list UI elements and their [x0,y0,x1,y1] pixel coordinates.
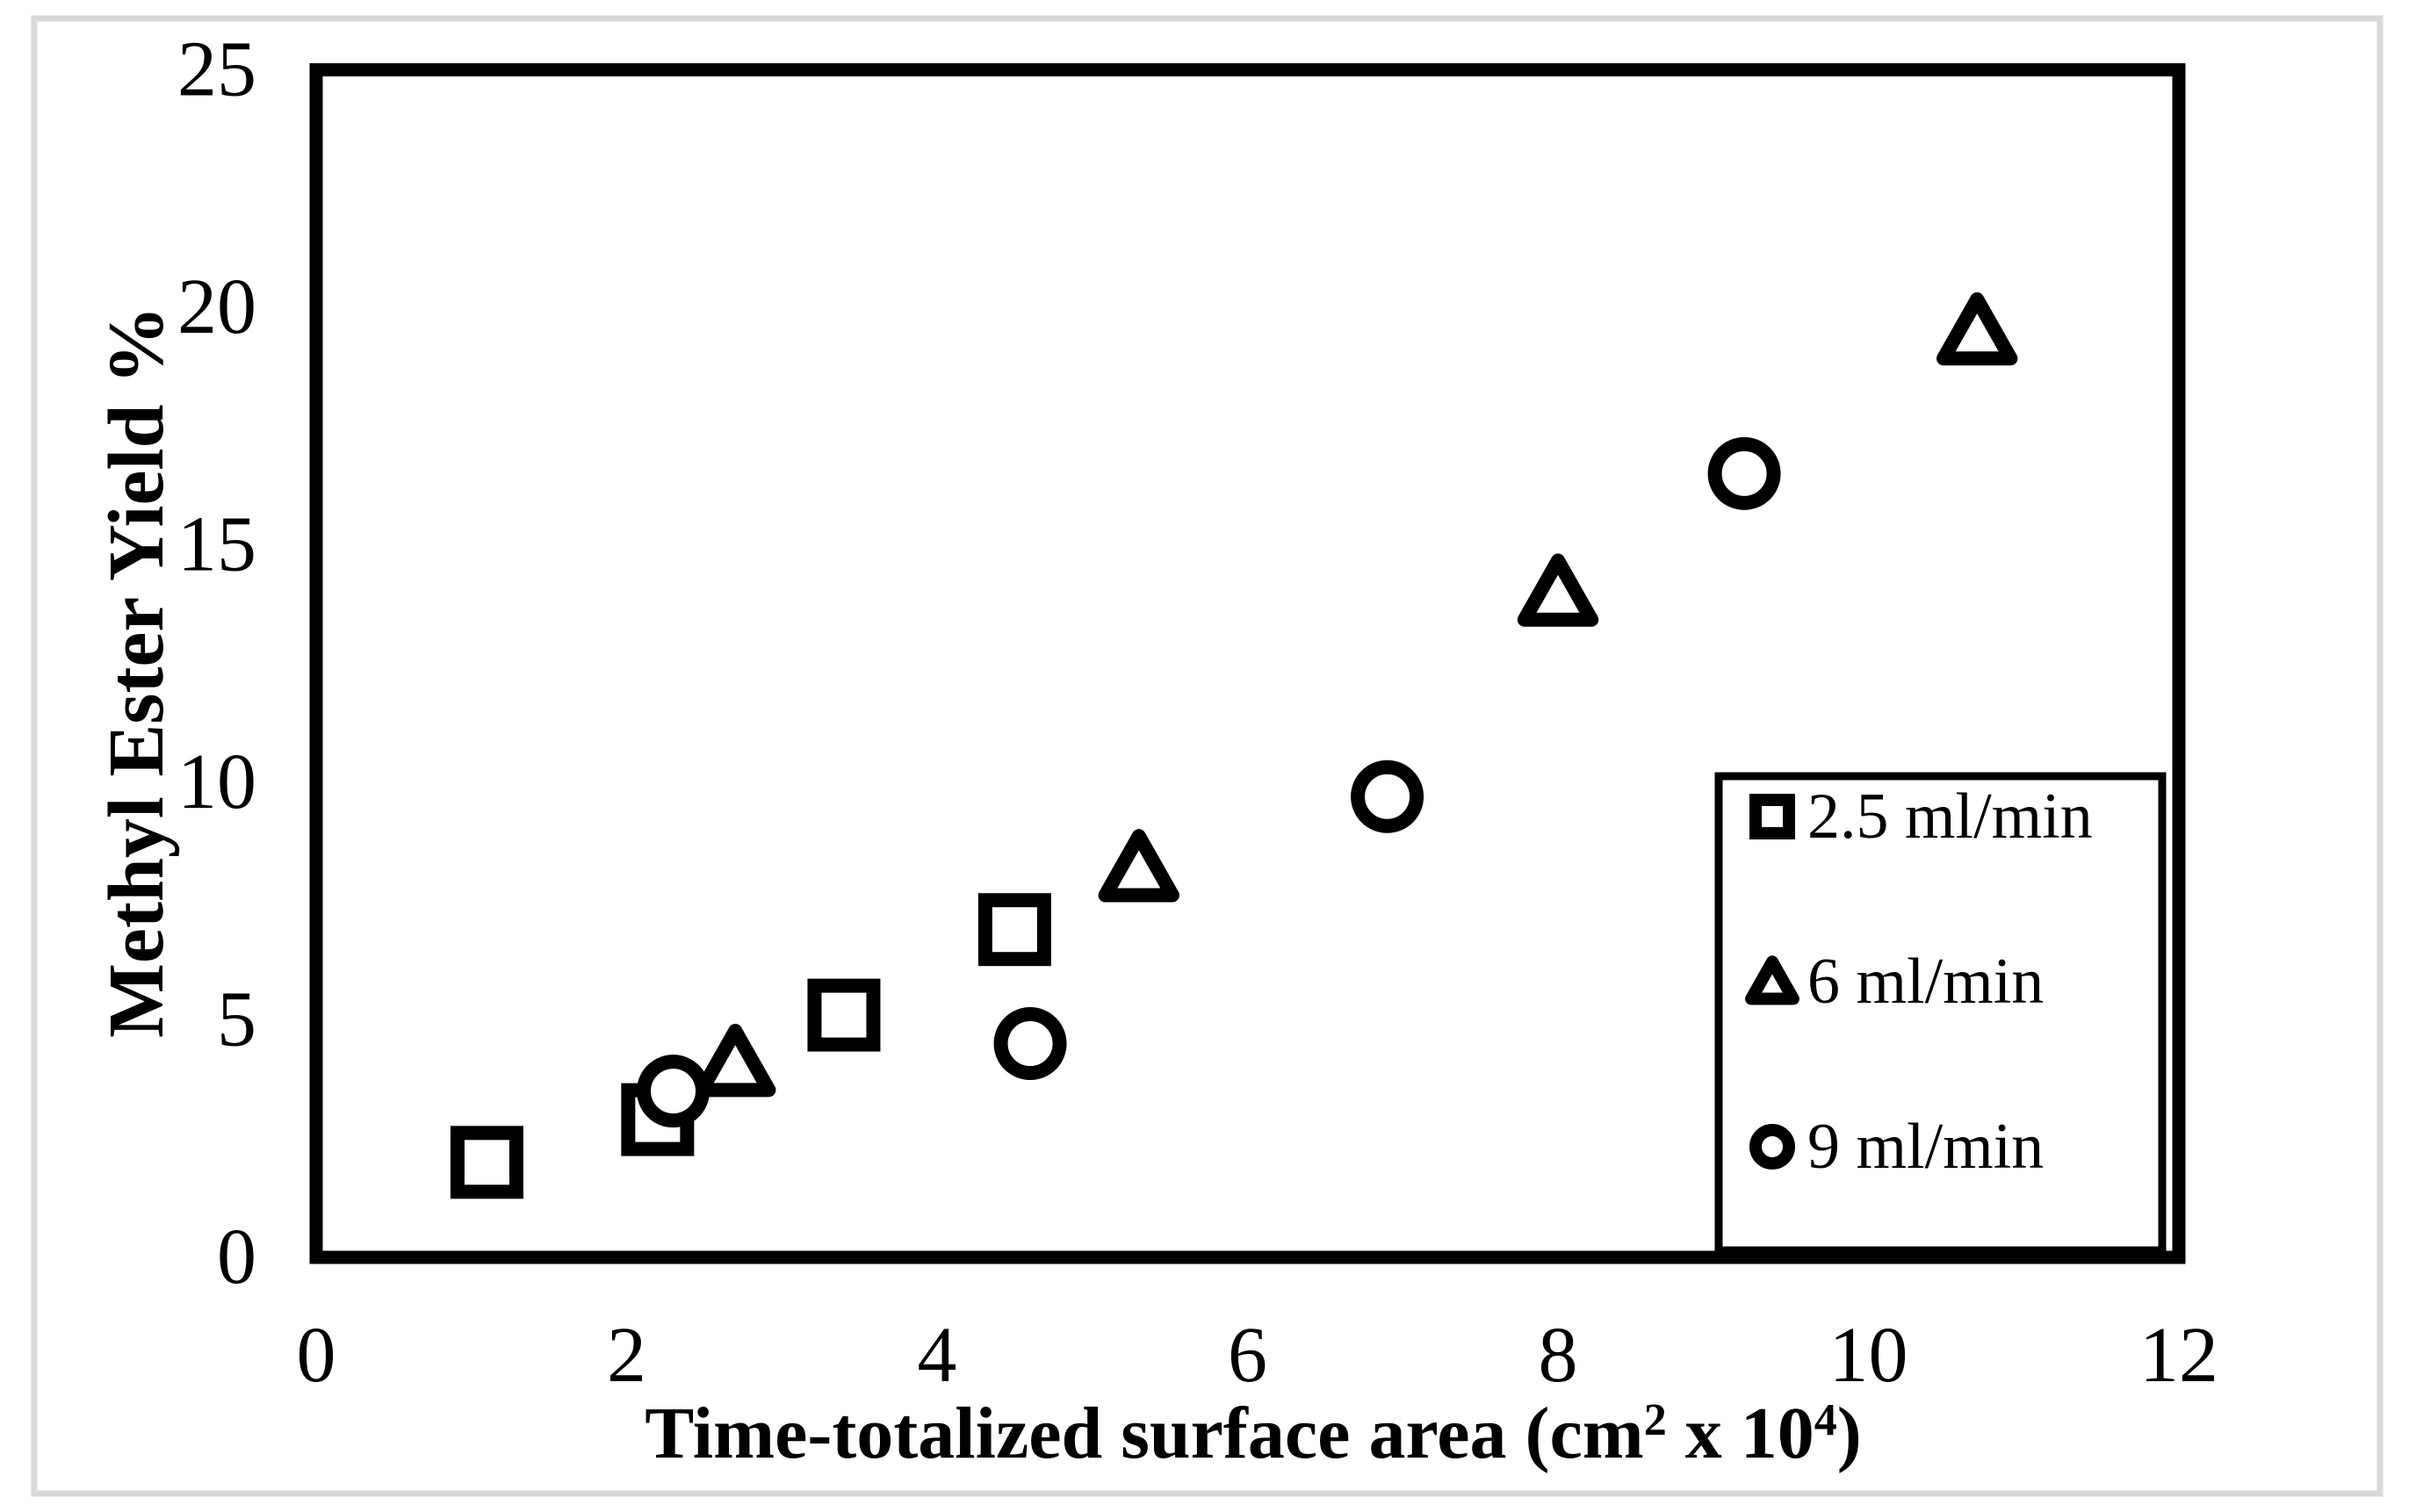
circle-marker [637,1055,710,1128]
y-tick-label: 20 [177,263,256,350]
x-tick-label: 10 [1829,1312,1908,1399]
square-marker [807,978,881,1052]
x-tick-label: 0 [297,1312,336,1399]
legend-label: 9 ml/min [1807,1111,2044,1183]
square-marker [977,893,1051,967]
y-tick-label: 0 [217,1213,256,1300]
y-tick-label: 25 [177,26,256,113]
y-axis-title: Methyl Ester Yield % [93,306,180,1038]
x-tick-label: 4 [918,1312,957,1399]
triangle-marker [1936,292,2018,366]
x-axis-title: Time-totalized surface area (cm2 x 104) [645,1393,1861,1474]
x-tick-label: 6 [1228,1312,1267,1399]
circle-marker-icon [1749,1124,1795,1170]
circle-marker [993,1007,1067,1081]
y-tick-label: 10 [177,738,256,825]
figure-frame [31,15,2384,1497]
square-marker-icon [1749,794,1795,839]
triangle-marker [1517,553,1599,627]
square-marker [450,1126,523,1199]
circle-marker [1707,436,1781,510]
legend-box [1714,772,2167,1255]
triangle-marker [1098,829,1179,903]
triangle-marker-icon [1745,955,1799,1005]
x-tick-label: 12 [2139,1312,2218,1399]
legend-label: 2.5 ml/min [1807,781,2093,853]
y-tick-label: 15 [177,501,256,588]
y-tick-label: 5 [217,976,256,1063]
x-tick-label: 2 [607,1312,646,1399]
legend-label: 6 ml/min [1807,946,2044,1018]
x-tick-label: 8 [1539,1312,1578,1399]
triangle-marker [695,1024,776,1098]
circle-marker [1351,760,1424,833]
